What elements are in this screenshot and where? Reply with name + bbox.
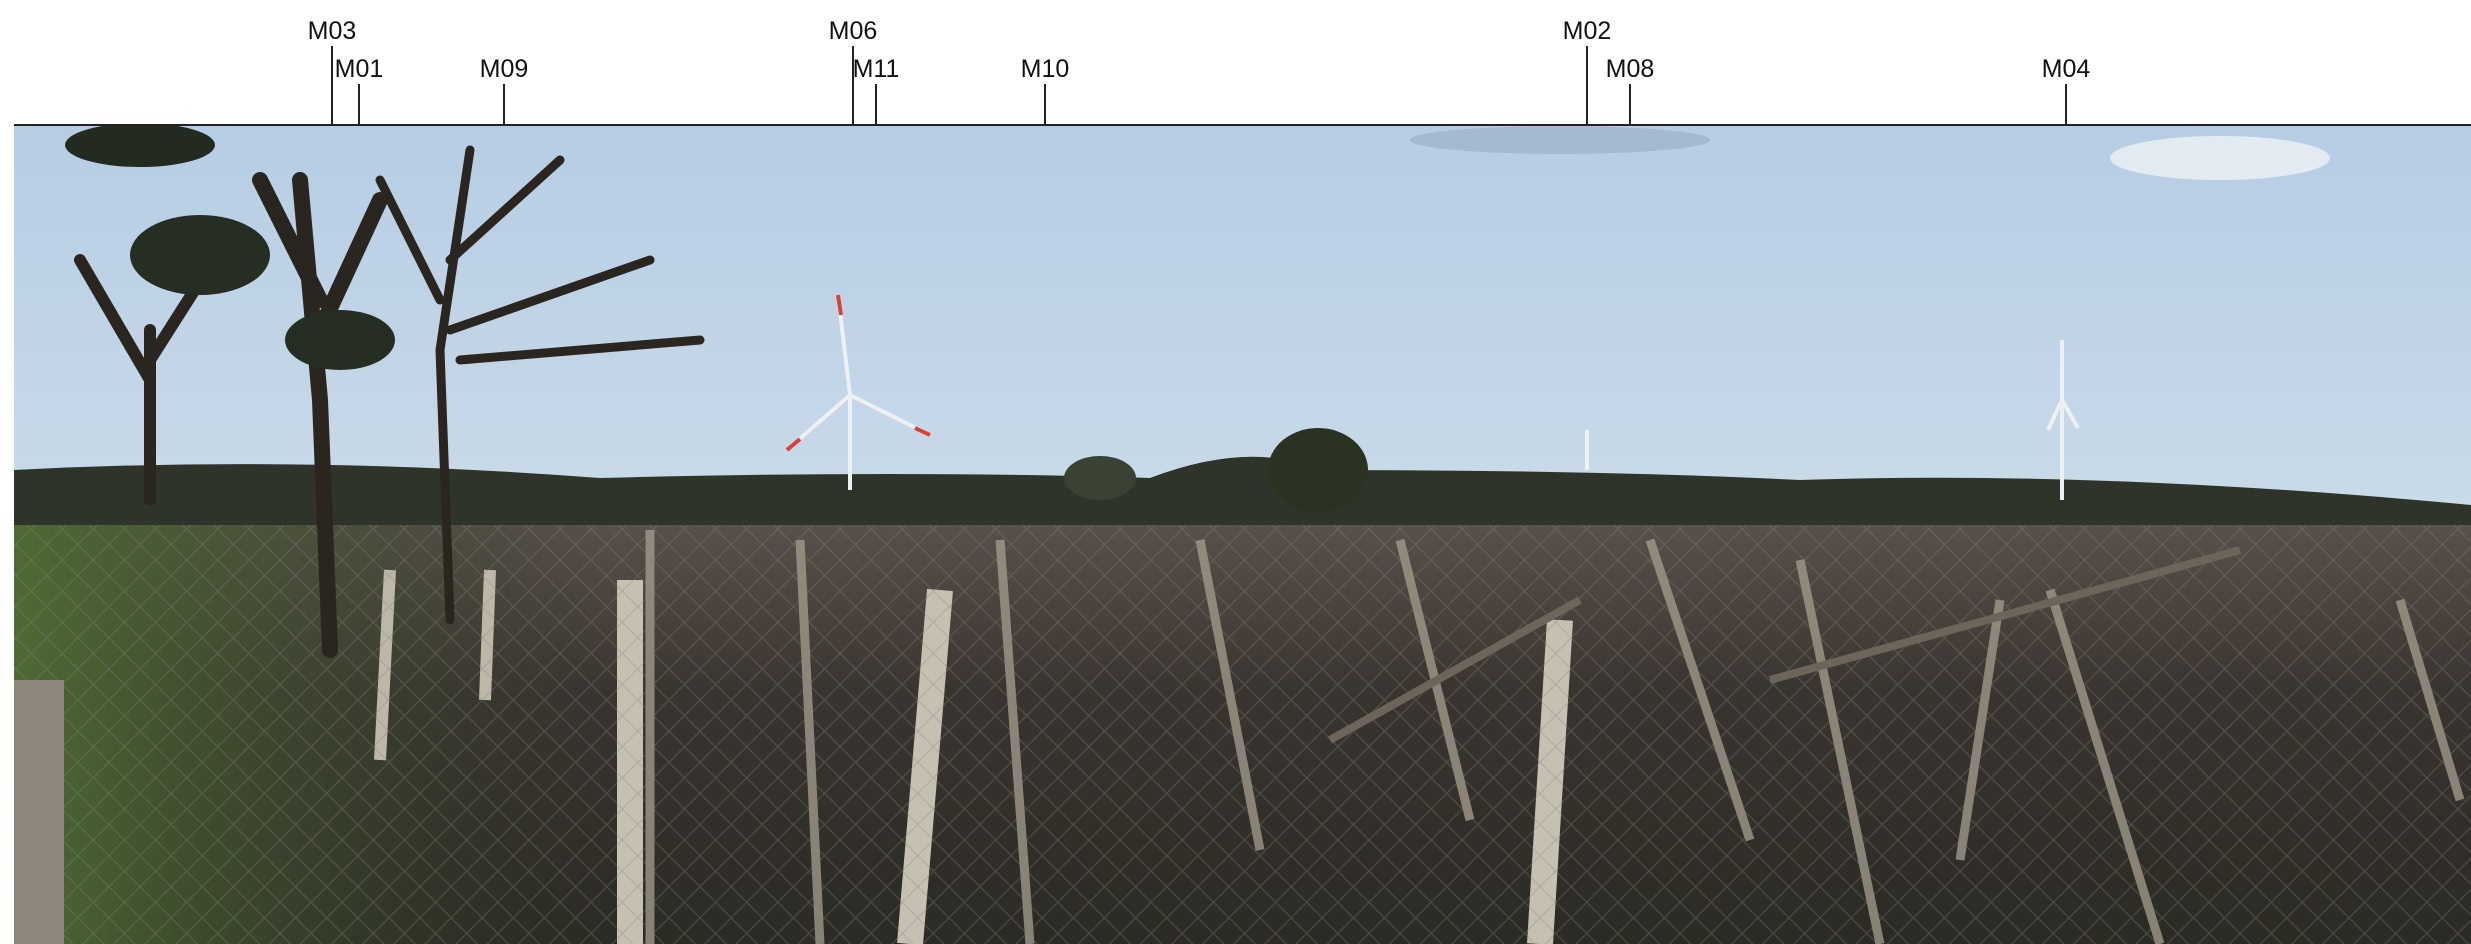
marker-label: M03: [308, 17, 357, 45]
marker-label: M09: [480, 55, 529, 83]
photo: [14, 123, 2471, 944]
marker-label: M08: [1606, 55, 1655, 83]
marker-label: M02: [1563, 17, 1612, 45]
annotated-photo: M03 M01 M09 M06 M11 M10 M02 M08 M04: [0, 0, 2471, 944]
marker-label: M04: [2042, 55, 2091, 83]
marker-label: M01: [335, 55, 384, 83]
marker-labels: M03 M01 M09 M06 M11 M10 M02 M08 M04: [14, 17, 2471, 125]
marker-label: M11: [853, 55, 900, 83]
marker-label: M10: [1021, 55, 1070, 83]
page: M03M01M09M06M11M10M02M08M04 (() => { con…: [0, 0, 2471, 944]
marker-label: M06: [829, 17, 878, 45]
